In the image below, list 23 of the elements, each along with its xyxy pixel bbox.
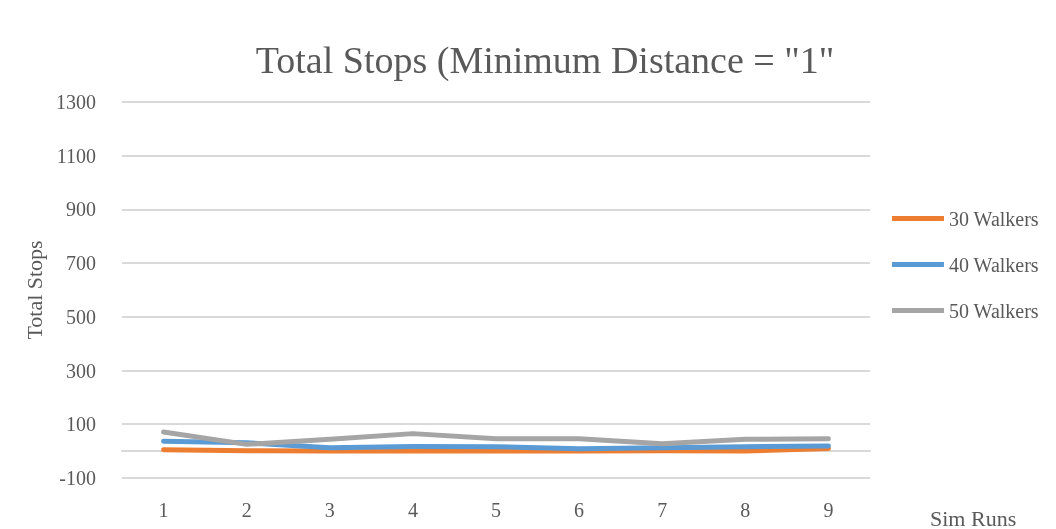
x-axis-title: Sim Runs	[930, 505, 1017, 529]
chart-title: Total Stops (Minimum Distance = "1"	[255, 39, 835, 82]
x-tick-label: 8	[740, 498, 751, 521]
x-tick-label: 7	[657, 498, 668, 521]
y-tick-label: -100	[59, 466, 96, 489]
x-tick-label: 5	[491, 498, 501, 521]
legend-label: 50 Walkers	[948, 299, 1039, 322]
x-tick-label: 9	[823, 498, 834, 521]
y-tick-label: 300	[66, 359, 96, 382]
legend-label: 40 Walkers	[948, 253, 1039, 276]
y-tick-label: 500	[66, 305, 96, 328]
y-tick-label: 1100	[56, 144, 96, 167]
y-axis-title: Total Stops	[21, 240, 47, 340]
x-tick-label: 3	[324, 498, 335, 521]
x-tick-label: 1	[158, 498, 169, 521]
y-tick-label: 1300	[56, 91, 96, 113]
legend-label: 30 Walkers	[948, 207, 1039, 230]
y-tick-label: 700	[66, 252, 96, 275]
x-tick-label: 2	[241, 498, 252, 521]
y-tick-label: 900	[66, 198, 96, 221]
y-tick-label: 100	[66, 413, 96, 436]
x-tick-label: 4	[407, 498, 418, 521]
x-tick-label: 6	[574, 498, 585, 521]
